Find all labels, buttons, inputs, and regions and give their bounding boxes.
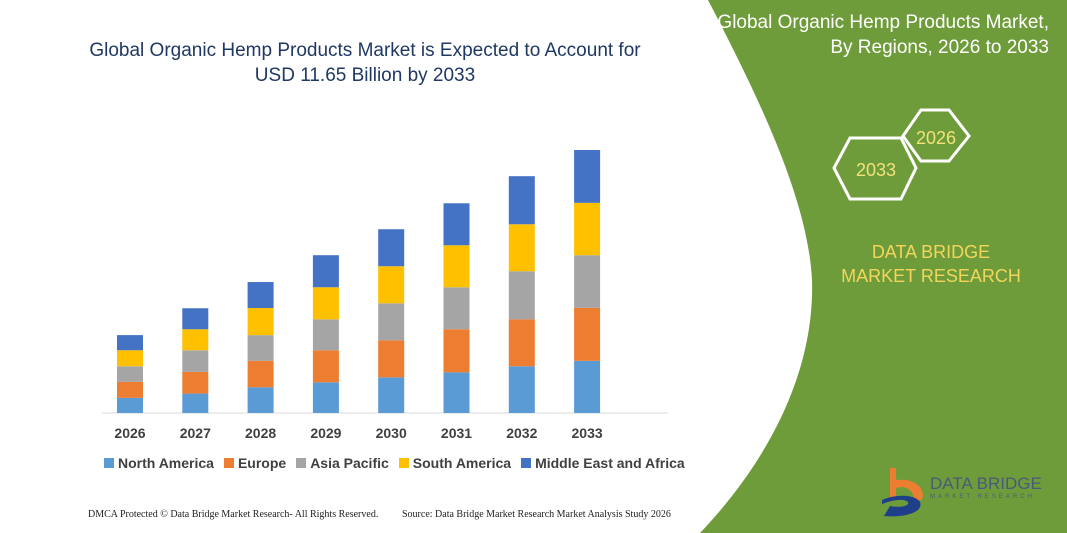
footer-copyright: DMCA Protected © Data Bridge Market Rese… <box>88 509 379 520</box>
brand-text: DATA BRIDGE MARKET RESEARCH <box>841 242 1021 286</box>
bar-segment-europe-2029 <box>312 350 339 383</box>
bar-segment-north-america-2029 <box>312 382 339 413</box>
legend-item: Asia Pacific <box>296 455 389 471</box>
bar-segment-asia-pacific-2028 <box>247 335 274 361</box>
legend-label: Europe <box>237 455 287 471</box>
hex-label-2026: 2026 <box>916 128 957 148</box>
legend-item: Middle East and Africa <box>521 455 685 471</box>
bar-segment-asia-pacific-2027 <box>182 350 209 372</box>
legend-swatch <box>398 458 409 468</box>
bar-segment-middle-east-and-africa-2027 <box>182 308 209 330</box>
bar-segment-europe-2030 <box>378 340 405 378</box>
bar-segment-europe-2032 <box>508 319 535 367</box>
bar-segment-europe-2027 <box>182 371 209 394</box>
bar-segment-middle-east-and-africa-2032 <box>508 176 535 225</box>
bar-segment-south-america-2028 <box>247 308 274 336</box>
bar-segment-middle-east-and-africa-2033 <box>574 150 601 203</box>
data-bridge-logo-icon <box>882 468 923 517</box>
bar-segment-asia-pacific-2033 <box>574 255 601 308</box>
bar-segment-north-america-2030 <box>378 377 405 413</box>
legend: North America Europe Asia Pacific South Ame… <box>104 455 685 471</box>
legend-item: South America <box>398 455 512 471</box>
logo-subtitle: MARKET RESEARCH <box>930 494 1035 500</box>
x-tick-label: 2033 <box>571 425 603 441</box>
legend-swatch <box>296 458 307 468</box>
legend-label: North America <box>118 455 214 471</box>
green-panel <box>700 0 1067 533</box>
bar-segment-middle-east-and-africa-2026 <box>117 335 143 351</box>
bar-segment-middle-east-and-africa-2030 <box>378 229 405 267</box>
bar-segment-north-america-2033 <box>574 360 601 413</box>
bar-segment-middle-east-and-africa-2031 <box>443 203 470 246</box>
bar-segment-north-america-2032 <box>508 366 535 413</box>
bar-segment-south-america-2031 <box>443 245 470 288</box>
bar-segment-south-america-2026 <box>117 350 143 367</box>
bar-segment-asia-pacific-2029 <box>312 319 339 351</box>
bar-segment-europe-2031 <box>443 329 470 373</box>
bar-segment-asia-pacific-2026 <box>117 366 143 382</box>
legend-label: South America <box>412 455 512 471</box>
hex-label-2033: 2033 <box>856 160 897 180</box>
logo-name: DATA BRIDGE <box>930 474 1042 493</box>
legend-item: North America <box>104 455 214 471</box>
x-tick-label: 2032 <box>506 425 538 441</box>
bars <box>117 150 601 413</box>
bar-segment-south-america-2027 <box>182 329 209 351</box>
x-tick-label: 2026 <box>114 425 146 441</box>
panel-title: Global Organic Hemp Products Market, By … <box>717 12 1049 58</box>
bar-segment-asia-pacific-2031 <box>443 287 470 330</box>
bar-segment-south-america-2030 <box>378 266 405 304</box>
legend-swatch <box>521 458 532 468</box>
bar-segment-europe-2033 <box>574 307 601 361</box>
bar-segment-south-america-2029 <box>312 287 339 320</box>
bar-segment-north-america-2031 <box>443 372 470 413</box>
legend-item: Europe <box>223 455 287 471</box>
bar-segment-europe-2026 <box>117 381 143 398</box>
bar-segment-north-america-2026 <box>117 397 143 413</box>
footer-source: Source: Data Bridge Market Research Mark… <box>402 509 671 520</box>
hexagon-2033 <box>832 136 918 201</box>
legend-label: Asia Pacific <box>310 455 389 471</box>
x-tick-label: 2027 <box>179 425 211 441</box>
hexagon-2026 <box>901 108 971 163</box>
x-tick-label: 2030 <box>375 425 407 441</box>
legend-swatch <box>104 458 114 468</box>
bar-segment-europe-2028 <box>247 360 274 388</box>
x-tick-label: 2028 <box>245 425 277 441</box>
x-tick-label: 2029 <box>310 425 342 441</box>
bar-segment-south-america-2033 <box>574 202 601 256</box>
chart-title: Global Organic Hemp Products Market is E… <box>89 40 641 86</box>
bar-segment-south-america-2032 <box>508 224 535 272</box>
legend-label: Middle East and Africa <box>535 455 685 471</box>
bar-segment-middle-east-and-africa-2029 <box>312 255 339 288</box>
bar-segment-middle-east-and-africa-2028 <box>247 282 274 309</box>
bar-segment-asia-pacific-2030 <box>378 303 405 341</box>
legend-swatch <box>223 458 234 468</box>
x-tick-label: 2031 <box>440 425 473 441</box>
bar-segment-asia-pacific-2032 <box>508 271 535 320</box>
bar-segment-north-america-2028 <box>247 387 274 413</box>
bar-segment-north-america-2027 <box>182 393 209 413</box>
